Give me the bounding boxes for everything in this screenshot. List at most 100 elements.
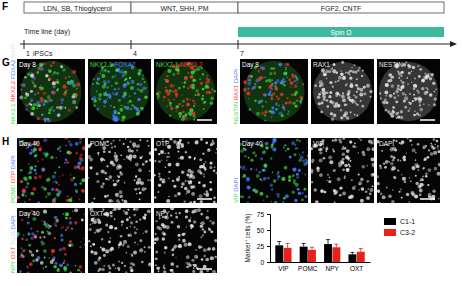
cell bbox=[45, 152, 48, 155]
cell bbox=[319, 151, 322, 154]
cell bbox=[351, 67, 353, 69]
cell bbox=[129, 100, 132, 103]
cell bbox=[215, 152, 217, 154]
cell bbox=[434, 91, 436, 93]
cell bbox=[367, 188, 369, 190]
cell bbox=[349, 77, 352, 80]
cell bbox=[243, 80, 247, 84]
cell bbox=[149, 170, 151, 172]
stain-name: POMC bbox=[90, 140, 110, 147]
scale-bar bbox=[197, 119, 212, 121]
tick: POMC bbox=[298, 262, 318, 272]
cell bbox=[199, 194, 203, 198]
cell bbox=[189, 99, 191, 101]
cell bbox=[84, 213, 85, 215]
cell bbox=[114, 218, 116, 220]
cell bbox=[413, 84, 417, 88]
cell bbox=[211, 221, 215, 225]
cell bbox=[104, 159, 106, 161]
cell bbox=[182, 110, 185, 113]
cell bbox=[208, 149, 210, 151]
channel-caption: NPY bbox=[156, 210, 170, 217]
cell bbox=[304, 195, 307, 198]
cell bbox=[158, 270, 160, 272]
cell bbox=[277, 178, 279, 180]
cell bbox=[274, 71, 277, 74]
cell bbox=[404, 181, 406, 183]
micrograph-texture bbox=[377, 138, 440, 203]
cell bbox=[170, 208, 174, 210]
cell bbox=[37, 92, 39, 94]
cell bbox=[66, 160, 70, 164]
cell bbox=[140, 181, 144, 185]
cell bbox=[405, 61, 407, 63]
cell bbox=[379, 167, 382, 170]
cell bbox=[29, 250, 32, 253]
cell bbox=[74, 166, 78, 170]
tick-label: VIP bbox=[278, 265, 288, 272]
cell bbox=[75, 189, 78, 192]
cell bbox=[26, 104, 29, 107]
cell bbox=[181, 94, 182, 95]
cell bbox=[346, 104, 348, 106]
cell bbox=[119, 190, 123, 194]
cell bbox=[109, 237, 111, 239]
cell bbox=[40, 85, 41, 86]
cell bbox=[80, 153, 83, 156]
cell bbox=[56, 72, 59, 75]
cell bbox=[427, 89, 428, 90]
cell bbox=[421, 87, 424, 90]
cell bbox=[433, 138, 435, 140]
cell bbox=[94, 251, 98, 255]
cell bbox=[79, 182, 81, 184]
cell bbox=[202, 153, 204, 155]
cell bbox=[39, 88, 42, 91]
stain-name: DAPI bbox=[233, 69, 239, 85]
cell bbox=[190, 170, 194, 174]
cell bbox=[401, 174, 403, 176]
cell bbox=[138, 73, 140, 75]
cell bbox=[125, 271, 128, 273]
cell bbox=[356, 114, 358, 116]
cell bbox=[299, 140, 301, 142]
cell bbox=[64, 162, 66, 164]
cell bbox=[340, 186, 343, 189]
cell bbox=[26, 266, 28, 268]
cell bbox=[20, 180, 23, 183]
cell bbox=[397, 84, 400, 87]
cell bbox=[139, 192, 141, 194]
cell bbox=[47, 119, 51, 123]
cell bbox=[361, 105, 364, 108]
day-label: 7 bbox=[240, 50, 244, 57]
cell bbox=[113, 183, 116, 186]
cell bbox=[361, 75, 363, 77]
cell bbox=[123, 240, 127, 244]
cell bbox=[389, 94, 393, 98]
cell bbox=[342, 138, 345, 140]
micrograph-texture bbox=[156, 62, 216, 122]
cell bbox=[28, 176, 32, 180]
cell bbox=[192, 100, 195, 103]
cell bbox=[23, 234, 25, 236]
cell bbox=[189, 201, 192, 203]
cell bbox=[139, 83, 143, 87]
cell bbox=[69, 76, 71, 78]
tick-label: 50 bbox=[257, 227, 265, 234]
cell bbox=[320, 91, 322, 93]
cell bbox=[348, 160, 349, 161]
cell bbox=[276, 96, 278, 98]
cell bbox=[350, 111, 352, 113]
micrograph bbox=[377, 59, 440, 124]
cell bbox=[135, 145, 137, 147]
tick: 75 bbox=[257, 211, 270, 218]
cell bbox=[324, 191, 327, 194]
cell bbox=[183, 85, 186, 88]
cell bbox=[79, 141, 82, 144]
cell bbox=[288, 179, 291, 182]
cell bbox=[169, 114, 171, 116]
cell bbox=[289, 81, 293, 85]
cell bbox=[96, 218, 100, 222]
cell bbox=[417, 65, 419, 67]
cell bbox=[122, 199, 124, 201]
stain-name: NKX2.2 bbox=[10, 80, 16, 103]
